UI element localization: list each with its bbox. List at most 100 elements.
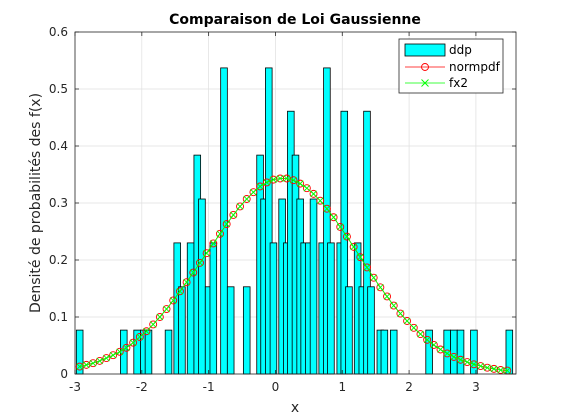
point-normpdf-35	[309, 189, 318, 198]
point-normpdf-28	[262, 178, 271, 187]
point-normpdf-56	[449, 352, 458, 361]
y-tick-label-5: 0.5	[49, 82, 68, 96]
point-fx2-26	[250, 188, 257, 196]
bar-39	[380, 329, 389, 375]
point-fx2-8	[129, 339, 137, 346]
point-fx2-5	[109, 351, 117, 359]
point-normpdf-19	[202, 249, 211, 258]
point-normpdf-26	[249, 188, 258, 197]
point-fx2-55	[443, 350, 451, 357]
point-normpdf-41	[349, 242, 358, 251]
bar-37	[367, 286, 375, 375]
x-tick-label-4: 1	[338, 380, 346, 394]
axis-ticks: -3 -2 -1 0 1 2 3 0 0.1 0.2 0.3 0.4 0.5 0.6	[49, 25, 516, 394]
point-normpdf-34	[302, 184, 311, 193]
point-normpdf-18	[195, 258, 204, 267]
legend-label-fx2: fx2	[449, 76, 468, 90]
point-normpdf-25	[242, 195, 251, 203]
point-normpdf-49	[403, 317, 412, 325]
point-normpdf-6	[115, 347, 124, 356]
point-normpdf-9	[135, 333, 144, 341]
point-fx2-29	[270, 176, 277, 183]
bar-5	[164, 329, 173, 375]
point-normpdf-21	[216, 229, 224, 238]
bar-44	[456, 329, 465, 375]
bar-0	[75, 329, 84, 375]
point-fx2-15	[176, 288, 184, 295]
point-fx2-61	[483, 364, 491, 372]
point-fx2-32	[290, 176, 297, 184]
point-fx2-10	[143, 327, 150, 335]
bar-1	[120, 329, 128, 375]
point-normpdf-23	[229, 211, 238, 219]
point-fx2-51	[417, 330, 424, 338]
point-fx2-7	[123, 344, 130, 352]
legend-marker-normpdf	[421, 63, 429, 71]
point-fx2-50	[410, 324, 418, 332]
point-normpdf-22	[222, 220, 231, 229]
point-fx2-22	[223, 220, 230, 228]
point-fx2-56	[450, 353, 458, 361]
point-fx2-46	[383, 293, 391, 300]
point-fx2-57	[457, 356, 464, 364]
x-tick-label-1: -2	[136, 380, 148, 394]
bar-33	[345, 286, 353, 375]
point-fx2-63	[497, 366, 504, 374]
bar-series-ddp	[75, 67, 514, 375]
point-fx2-19	[203, 249, 210, 257]
point-fx2-45	[377, 284, 384, 291]
point-fx2-43	[363, 264, 371, 271]
point-normpdf-37	[322, 204, 331, 213]
point-normpdf-3	[95, 356, 104, 365]
point-normpdf-39	[336, 222, 345, 231]
x-tick-label-5: 2	[405, 380, 413, 394]
point-fx2-35	[310, 190, 317, 198]
y-tick-label-4: 0.4	[49, 139, 68, 153]
point-fx2-54	[437, 346, 444, 353]
point-fx2-0	[76, 363, 83, 370]
point-fx2-25	[243, 195, 251, 203]
point-normpdf-7	[122, 343, 131, 352]
point-fx2-16	[183, 278, 190, 286]
point-normpdf-20	[209, 239, 218, 248]
legend-swatch-ddp	[404, 43, 446, 57]
point-fx2-12	[156, 313, 164, 321]
bar-7	[178, 286, 186, 375]
point-fx2-28	[263, 179, 271, 186]
point-fx2-21	[216, 230, 224, 238]
point-normpdf-8	[129, 338, 138, 347]
y-tick-label-6: 0.6	[49, 25, 68, 39]
point-normpdf-36	[316, 196, 325, 205]
point-fx2-30	[276, 175, 284, 182]
point-fx2-11	[149, 321, 157, 328]
point-normpdf-11	[149, 320, 158, 329]
point-fx2-31	[283, 175, 291, 182]
y-tick-label-0: 0	[60, 367, 68, 381]
point-normpdf-47	[389, 301, 398, 310]
point-fx2-27	[256, 183, 264, 190]
point-fx2-37	[323, 205, 331, 213]
legend: ddp normpdf fx2	[398, 38, 504, 94]
bar-19	[269, 242, 278, 375]
legend-label-ddp: ddp	[449, 43, 472, 57]
point-normpdf-24	[236, 202, 244, 211]
bar-10	[198, 198, 206, 375]
point-fx2-53	[430, 341, 438, 349]
point-fx2-9	[136, 333, 144, 341]
point-normpdf-27	[256, 182, 265, 191]
point-normpdf-42	[356, 253, 365, 262]
point-fx2-24	[236, 203, 244, 210]
point-fx2-47	[390, 302, 398, 309]
point-normpdf-4	[102, 354, 111, 362]
series-fx2	[76, 175, 511, 374]
point-normpdf-50	[409, 323, 418, 332]
point-fx2-64	[503, 367, 511, 374]
point-fx2-38	[330, 213, 337, 221]
bar-43	[450, 329, 458, 375]
x-tick-label-6: 3	[472, 380, 480, 394]
point-normpdf-40	[343, 232, 351, 241]
point-fx2-58	[463, 358, 471, 366]
point-normpdf-48	[396, 309, 405, 318]
bar-40	[389, 329, 398, 375]
